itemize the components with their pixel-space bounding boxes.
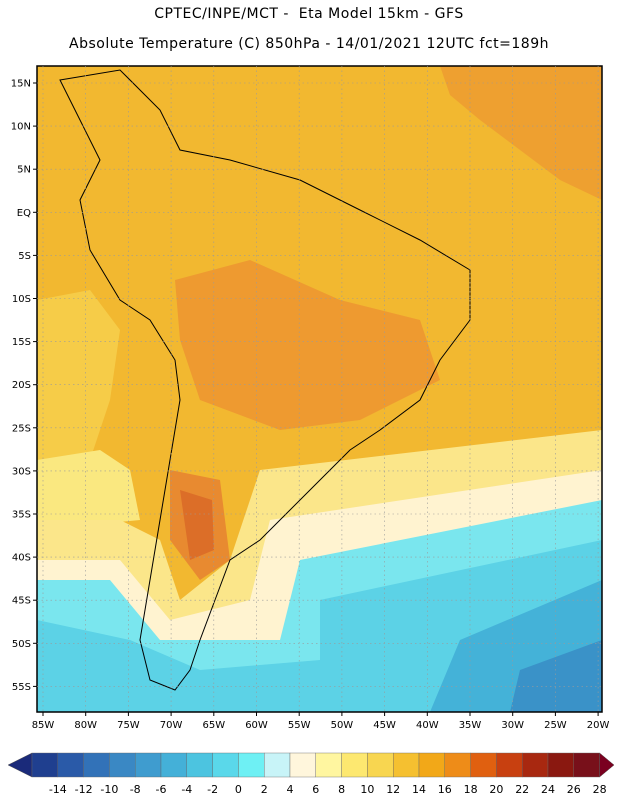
- colorbar-label: 8: [338, 783, 345, 796]
- lon-label: 65W: [202, 720, 225, 731]
- colorbar-swatch: [264, 752, 291, 778]
- lat-label: 50S: [12, 639, 31, 650]
- lat-label: 5N: [17, 165, 31, 176]
- colorbar-swatch: [547, 752, 574, 778]
- lat-label: 5S: [18, 251, 31, 262]
- lat-label: 40S: [12, 553, 31, 564]
- colorbar-swatch: [57, 752, 84, 778]
- continent-outline: [59, 69, 471, 691]
- lon-label: 20W: [587, 720, 610, 731]
- colorbar: -14 -12 -10 -8 -6 -4 -2 0 2 4 6 8 10 12 14 16 18 20 22 24 26…: [7, 752, 615, 796]
- colorbar-label: 22: [515, 783, 529, 796]
- colorbar-labels: -14 -12 -10 -8 -6 -4 -2 0 2 4 6 8 10 12 14 16 18 20 22 24 26…: [49, 783, 607, 796]
- lon-label: 30W: [501, 720, 524, 731]
- colorbar-swatch: [573, 752, 600, 778]
- colorbar-arrow-left: [7, 752, 33, 778]
- chart-title-line2: Absolute Temperature (C) 850hPa - 14/01/…: [69, 36, 549, 52]
- colorbar-label: 26: [567, 783, 581, 796]
- lon-label: 70W: [160, 720, 183, 731]
- lat-label: 35S: [12, 510, 31, 521]
- colorbar-label: -12: [75, 783, 93, 796]
- longitude-labels: 85W 80W 75W 70W 65W 60W 55W 50W 45W 40W 35W 30W 25W 2…: [32, 720, 610, 731]
- field-argentina-hot: [180, 490, 214, 560]
- colorbar-swatch: [186, 752, 213, 778]
- colorbar-swatch: [444, 752, 471, 778]
- colorbar-label: 4: [287, 783, 294, 796]
- colorbar-label: 2: [261, 783, 268, 796]
- lon-label: 75W: [117, 720, 140, 731]
- field-interior-warm: [175, 260, 440, 430]
- lat-label: 45S: [12, 596, 31, 607]
- colorbar-boxes: [7, 752, 615, 778]
- colorbar-label: -10: [100, 783, 118, 796]
- lat-label: 55S: [12, 682, 31, 693]
- lon-label: 55W: [288, 720, 311, 731]
- colorbar-swatch: [134, 752, 162, 778]
- field-south-darkblue: [510, 640, 602, 712]
- field-pacific-yellow: [37, 450, 140, 530]
- lat-label: 15S: [12, 337, 31, 348]
- colorbar-swatch: [83, 752, 110, 778]
- colorbar-label: 18: [464, 783, 478, 796]
- latitude-labels: 15N 10N 5N EQ 5S 10S 15S 20S 25S 30S 35S 40S 45S 50S 5…: [11, 79, 31, 693]
- colorbar-label: -14: [49, 783, 67, 796]
- map-field: [37, 66, 602, 712]
- chart-title-line1: CPTEC/INPE/MCT - Eta Model 15km - GFS: [154, 6, 464, 22]
- map-frame: [36, 65, 603, 713]
- lon-label: 35W: [459, 720, 482, 731]
- colorbar-label: 12: [386, 783, 400, 796]
- field-ne-warm: [440, 66, 602, 200]
- lon-label: 40W: [416, 720, 439, 731]
- lat-label: 10N: [11, 122, 31, 133]
- colorbar-label: 20: [489, 783, 503, 796]
- colorbar-label: 0: [235, 783, 242, 796]
- lon-label: 45W: [373, 720, 396, 731]
- lon-label: 85W: [32, 720, 55, 731]
- colorbar-swatch: [238, 752, 265, 778]
- colorbar-label: -2: [207, 783, 218, 796]
- lat-label: 20S: [12, 380, 31, 391]
- colorbar-swatch: [522, 752, 549, 778]
- colorbar-swatch: [496, 752, 523, 778]
- colorbar-swatch: [367, 752, 394, 778]
- lon-label: 80W: [74, 720, 97, 731]
- colorbar-swatch: [470, 752, 497, 778]
- lon-label: 60W: [245, 720, 268, 731]
- colorbar-label: 28: [593, 783, 607, 796]
- colorbar-label: 16: [438, 783, 452, 796]
- lat-label: EQ: [17, 208, 31, 219]
- colorbar-label: -8: [130, 783, 141, 796]
- colorbar-label: 14: [412, 783, 426, 796]
- colorbar-arrow-right: [599, 752, 615, 778]
- colorbar-label: 24: [541, 783, 555, 796]
- colorbar-label: -4: [181, 783, 192, 796]
- colorbar-swatch: [212, 752, 239, 778]
- colorbar-label: 10: [360, 783, 374, 796]
- colorbar-swatch: [31, 752, 58, 778]
- colorbar-swatch: [418, 752, 445, 778]
- lon-label: 50W: [331, 720, 354, 731]
- colorbar-swatch: [289, 752, 316, 778]
- lat-label: 15N: [11, 79, 31, 90]
- colorbar-label: 6: [312, 783, 319, 796]
- colorbar-swatch: [341, 752, 368, 778]
- colorbar-swatch: [393, 752, 420, 778]
- colorbar-swatch: [315, 752, 342, 778]
- colorbar-swatch: [160, 752, 187, 778]
- colorbar-label: -6: [156, 783, 167, 796]
- lat-label: 30S: [12, 466, 31, 477]
- graticule: [33, 66, 602, 716]
- lat-label: 25S: [12, 423, 31, 434]
- colorbar-swatch: [109, 752, 136, 778]
- lon-label: 25W: [544, 720, 567, 731]
- lat-label: 10S: [12, 294, 31, 305]
